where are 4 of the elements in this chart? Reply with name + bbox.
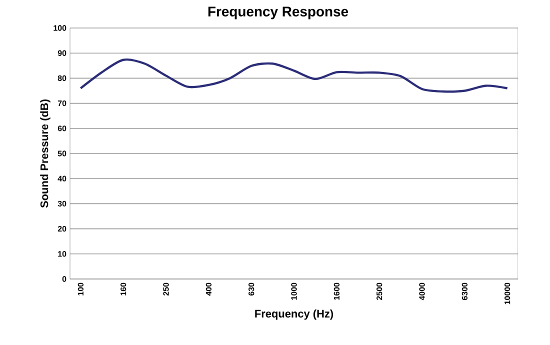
- y-axis-title: Sound Pressure (dB): [40, 100, 50, 208]
- line-series: [80, 58, 508, 93]
- x-axis-title: Frequency (Hz): [255, 310, 334, 320]
- chart-title: Frequency Response: [208, 6, 348, 20]
